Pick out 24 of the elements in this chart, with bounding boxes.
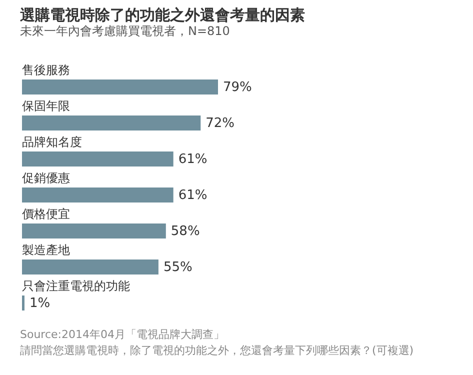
data-label: 79% xyxy=(223,80,252,95)
text: 請問當您選購電視時，除了電視的功能之外，您還會考量下列哪些因素？(可複選) xyxy=(20,344,414,357)
bar xyxy=(22,152,174,166)
y-tick-label: 製造產地 xyxy=(22,243,70,257)
chart-title: 選購電視時除了的功能之外還會考量的因素 xyxy=(19,6,305,24)
bar xyxy=(22,80,218,94)
data-label: 61% xyxy=(178,188,208,203)
data-label: 55% xyxy=(163,260,192,275)
bar xyxy=(22,188,174,202)
bar xyxy=(22,260,158,274)
y-tick-label: 售後服務 xyxy=(22,63,70,77)
data-label: 58% xyxy=(170,224,200,239)
chart-subtitle: 未來一年內會考慮購買電視者，N=810 xyxy=(20,24,230,38)
source-note: Source:2014年04月「電視品牌大調查」 xyxy=(20,328,224,341)
data-label: 1% xyxy=(29,296,50,311)
y-tick-label: 品牌知名度 xyxy=(22,135,82,149)
y-tick-label: 價格便宜 xyxy=(22,207,70,221)
y-tick-label: 促銷優惠 xyxy=(22,171,70,185)
data-label: 72% xyxy=(206,116,235,131)
y-tick-label: 保固年限 xyxy=(22,99,70,113)
bar xyxy=(22,116,201,130)
data-label: 61% xyxy=(178,152,208,167)
y-tick-label: 只會注重電視的功能 xyxy=(22,279,130,293)
bar xyxy=(22,224,166,238)
